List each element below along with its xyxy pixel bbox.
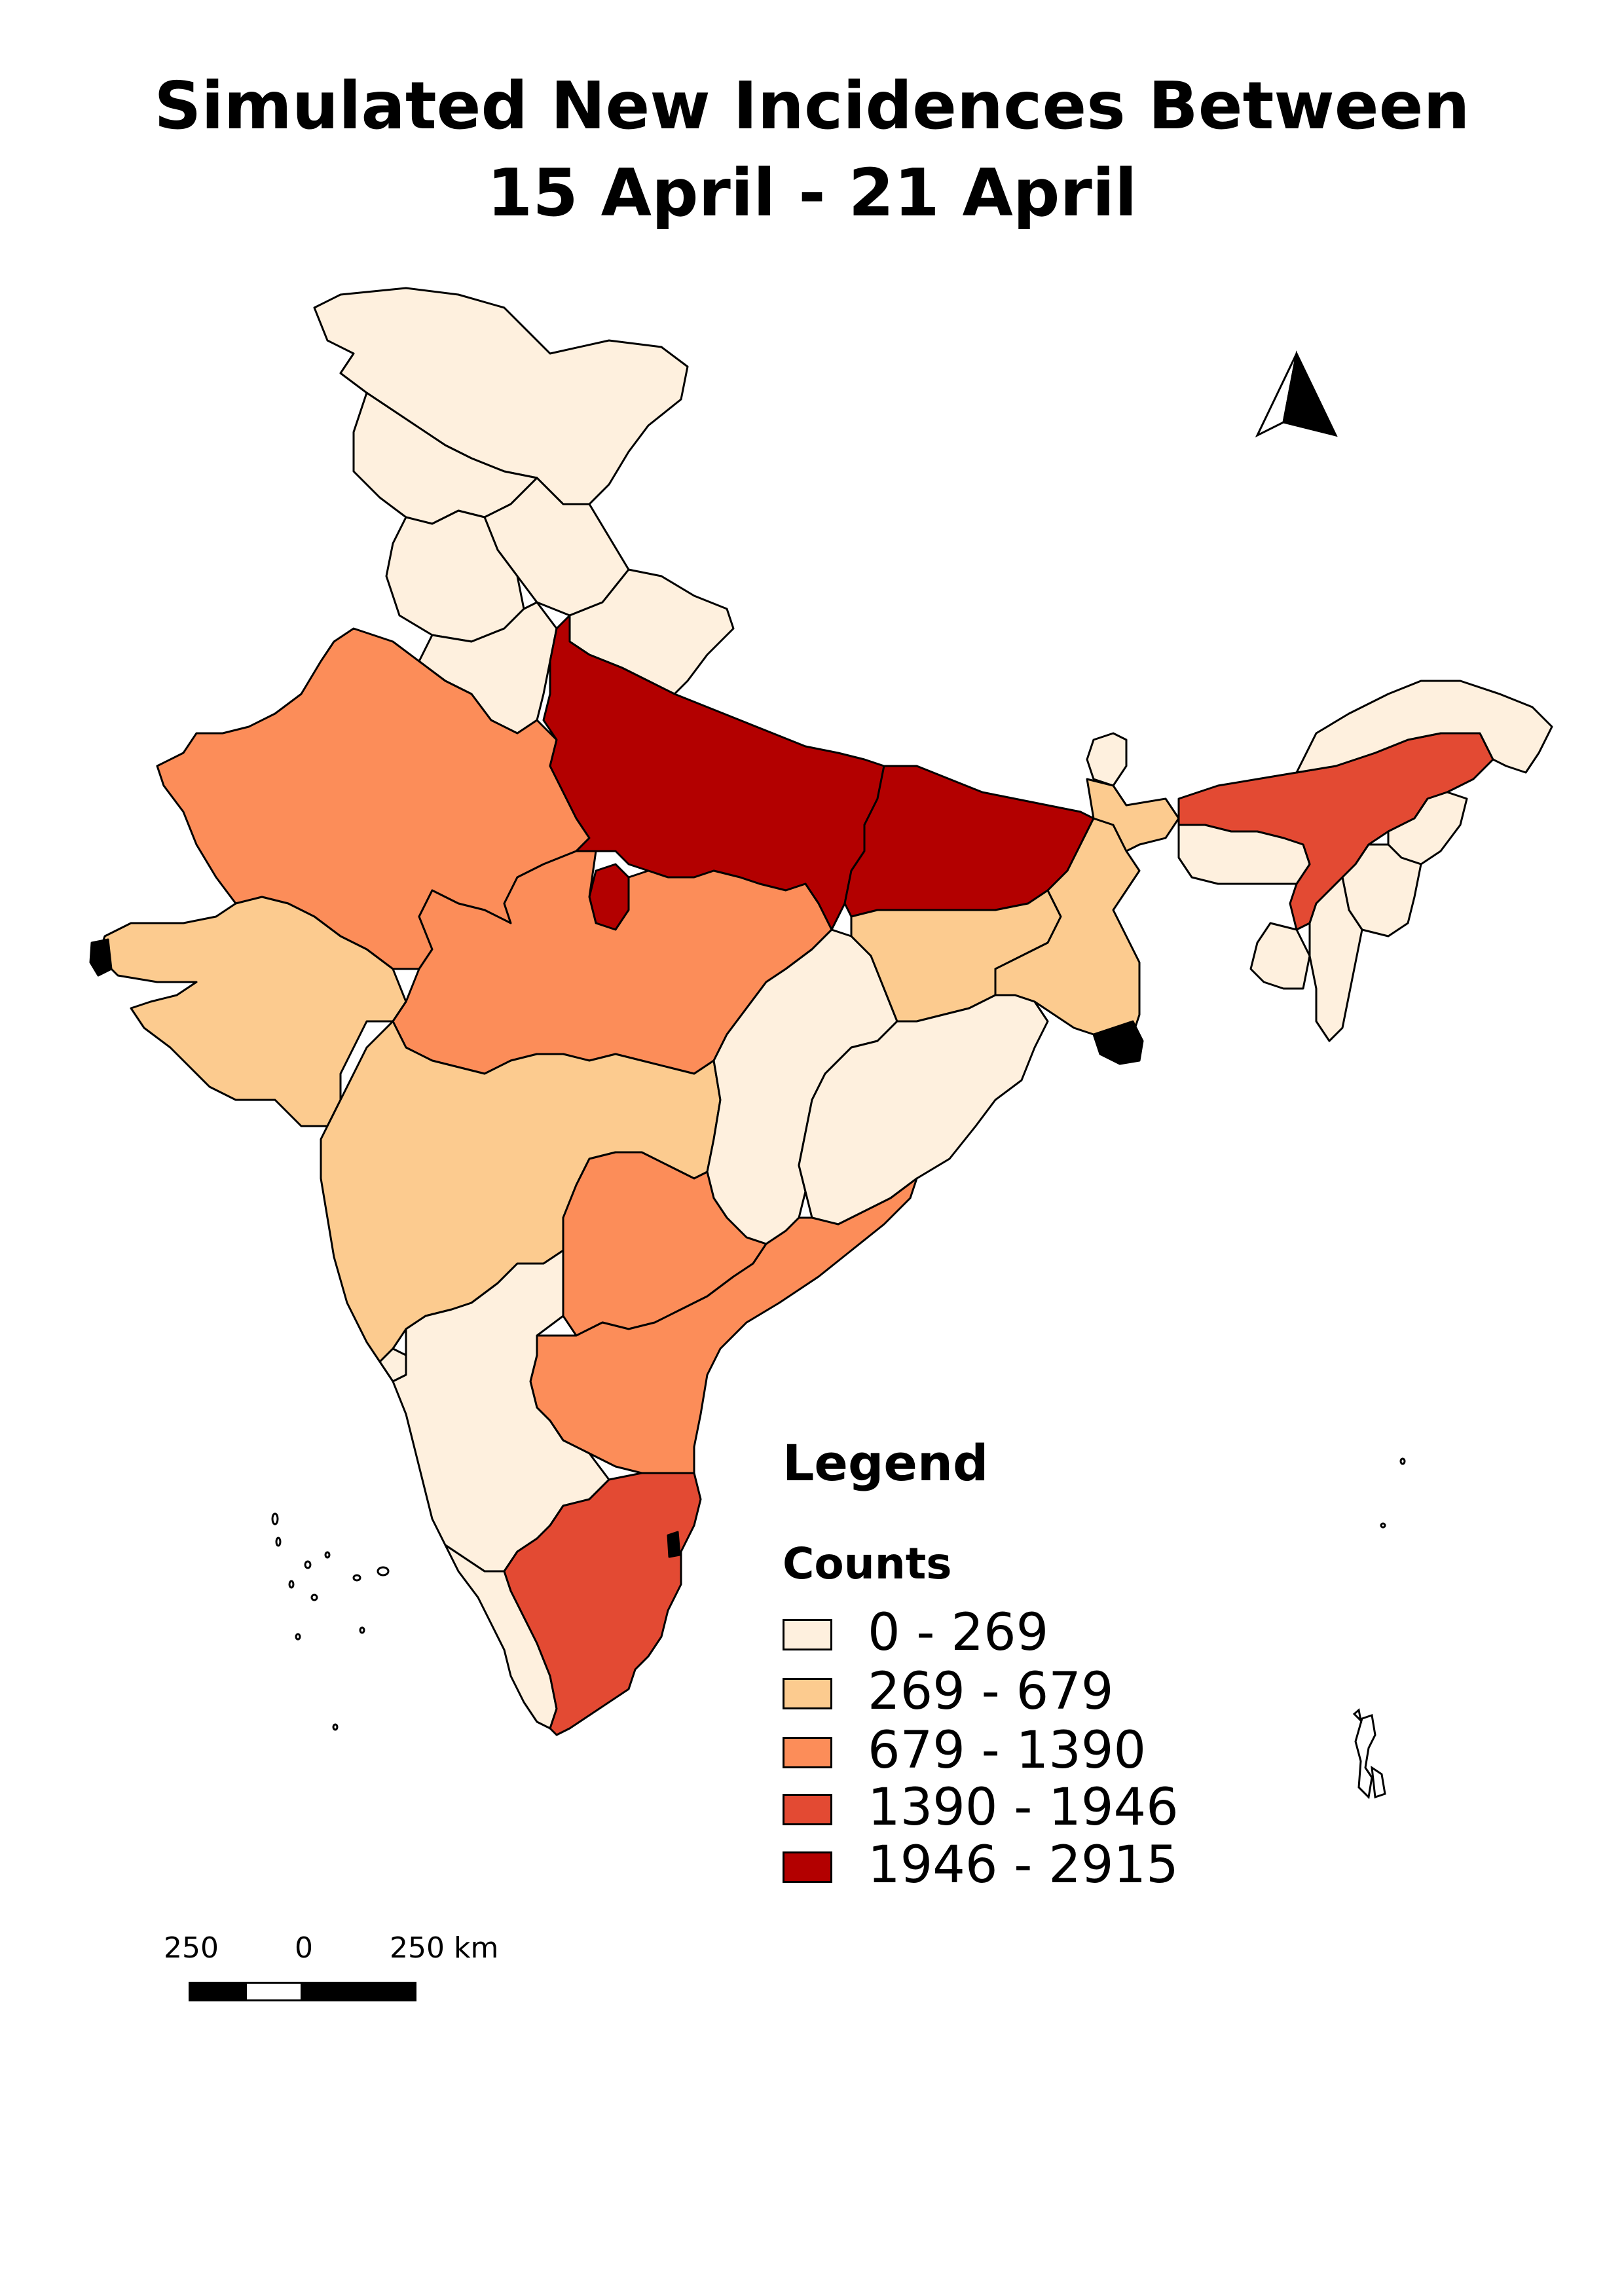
legend-swatch: [783, 1678, 832, 1709]
region-puducherry: [667, 1531, 681, 1558]
legend-label: 0 - 269: [868, 1603, 1049, 1662]
andaman-nicobar-islands: [1352, 1457, 1406, 1800]
region-karnataka: [392, 1249, 610, 1573]
north-arrow-icon: [1255, 350, 1338, 438]
legend-swatch: [783, 1619, 832, 1650]
region-sikkim: [1086, 732, 1128, 787]
region-kutch-coast: [89, 938, 113, 977]
region-tripura: [1249, 922, 1311, 990]
legend-subtitle: Counts: [783, 1539, 952, 1589]
legend-label: 1946 - 2915: [868, 1836, 1179, 1895]
legend-heading: Legend: [783, 1434, 989, 1492]
legend-label: 269 - 679: [868, 1662, 1114, 1721]
region-west-bengal: [994, 817, 1141, 1049]
legend-label: 1390 - 1946: [868, 1778, 1179, 1837]
region-meghalaya: [1177, 824, 1311, 885]
legend-swatch: [783, 1737, 832, 1768]
scale-label-right: 250 km: [390, 1931, 499, 1965]
region-arunachal-pradesh: [1295, 680, 1553, 774]
region-north-bengal: [1086, 778, 1180, 852]
scale-label-left: 250: [164, 1931, 219, 1965]
region-nagaland: [1387, 791, 1468, 866]
map-title-line-2: 15 April - 21 April: [487, 155, 1137, 231]
legend-swatch: [783, 1794, 832, 1825]
region-mizoram: [1308, 876, 1363, 1042]
legend-label: 679 - 1390: [868, 1721, 1147, 1780]
map-title-line-1: Simulated New Incidences Between: [154, 67, 1470, 144]
lakshadweep-islands: [271, 1512, 390, 1731]
legend-swatch: [783, 1851, 832, 1883]
scale-label-mid: 0: [295, 1931, 313, 1965]
region-tamil-nadu: [503, 1472, 702, 1736]
region-sundarbans: [1092, 1020, 1144, 1065]
scale-bar-segment: [303, 1982, 416, 2001]
scale-bar-segment: [189, 1982, 245, 2001]
scale-bar-segment: [245, 1982, 303, 2001]
